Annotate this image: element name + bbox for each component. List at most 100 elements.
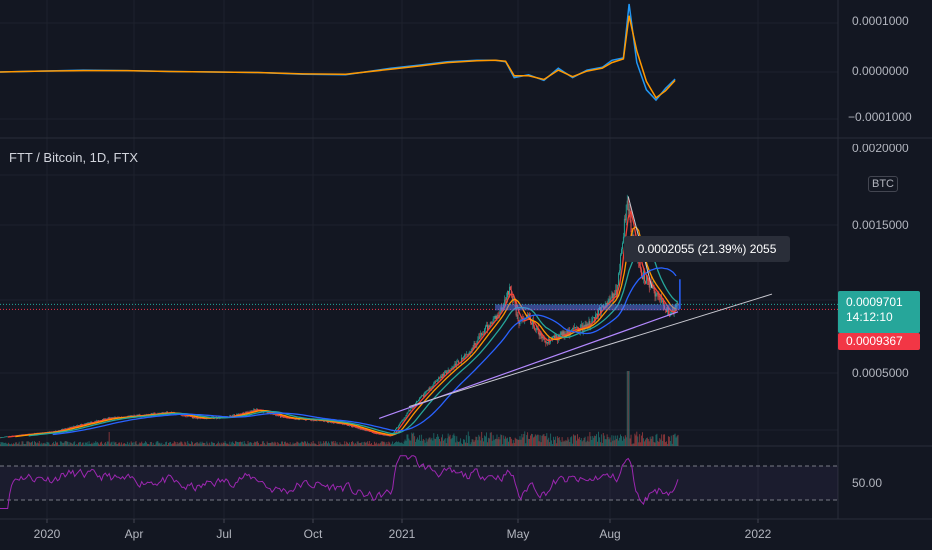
volume-bar [209,442,211,446]
candle-body [7,436,9,438]
candle-body [536,327,538,330]
volume-bar [378,444,380,446]
volume-bar [350,444,351,446]
candle-body [481,333,483,336]
candle-body [187,416,189,418]
volume-bar [447,433,449,446]
candle-body [666,309,667,313]
candle-body [507,290,508,298]
volume-bar [538,441,540,446]
candle-body [355,427,357,429]
volume-bar [525,443,527,446]
candle-body [660,295,662,300]
volume-bar [613,435,615,446]
volume-bar [450,439,452,446]
volume-bar [403,441,405,446]
volume-bar [671,443,673,446]
symbol-title[interactable]: FTT / Bitcoin, 1D, FTX [9,150,139,165]
volume-bar [367,441,369,446]
candlestick-group[interactable] [0,194,679,439]
candle-body [648,280,650,288]
volume-bar [123,443,124,446]
candle-body [397,425,399,428]
secondary-price-tag: 0.0009367 [838,333,920,350]
volume-bar [387,444,389,446]
candle-body [543,337,545,340]
volume-bar [293,443,295,446]
candle-body [437,379,439,381]
volume-bar [198,443,200,446]
volume-bar [16,443,18,446]
volume-bar [139,442,141,446]
volume-bar [226,444,228,446]
volume-bar [434,438,436,446]
volume-bar [558,437,560,446]
candle-body [438,377,440,380]
volume-bar [18,441,20,446]
volume-bar [602,433,604,446]
volume-bar [304,441,305,446]
volume-bar [509,436,511,446]
volume-bar [194,442,196,446]
volume-bar [47,442,49,446]
candle-body [373,432,375,434]
candle-body [465,354,467,355]
candle-body [580,324,582,326]
volume-bar [144,442,146,446]
volume-bar [431,437,433,446]
volume-bar [571,436,573,446]
volume-bar [126,441,128,446]
volume-bar [266,441,268,446]
volume-bar [648,441,650,446]
candle-body [185,415,187,417]
volume-bar [446,438,448,446]
volume-bar [257,441,259,446]
volume-bar [74,441,76,446]
candle-body [328,422,329,423]
volume-bar [143,443,145,446]
volume-bar [601,442,603,446]
volume-bar [392,441,394,446]
volume-bar [287,443,289,446]
volume-bar [180,441,182,446]
volume-bar [426,441,428,446]
volume-bar [96,442,98,446]
volume-bar [409,440,411,446]
volume-bar [439,438,440,446]
candle-body [95,421,97,422]
volume-bar [42,442,44,446]
candle-body [369,431,371,432]
volume-bar [345,444,347,446]
volume-bar [195,442,197,446]
volume-bar [384,442,386,446]
candle-body [495,315,497,320]
time-label-oct: Oct [303,527,323,541]
volume-bar [260,444,262,446]
volume-bar [157,441,159,446]
candle-body [454,363,456,367]
candle-body [567,330,569,335]
candle-body [561,332,563,336]
candle-body [277,415,279,416]
volume-bar [482,438,484,446]
volume-bar [3,443,5,446]
volume-bar [163,444,165,446]
volume-bar [203,442,205,446]
currency-badge[interactable]: BTC [868,176,898,192]
volume-bar [127,444,129,446]
volume-bar [565,439,567,446]
volume-bar [476,436,478,446]
volume-bar [383,441,385,446]
volume-bar [328,441,329,446]
volume-bar [40,442,42,446]
volume-bar [379,443,381,446]
range-box [495,304,680,311]
candle-body [464,354,466,356]
volume-bar [264,444,266,446]
candle-body [382,434,384,436]
trendline-drawings[interactable] [0,196,838,419]
volume-bar [167,444,169,446]
volume-bar [323,441,325,446]
candle-body [587,324,589,326]
